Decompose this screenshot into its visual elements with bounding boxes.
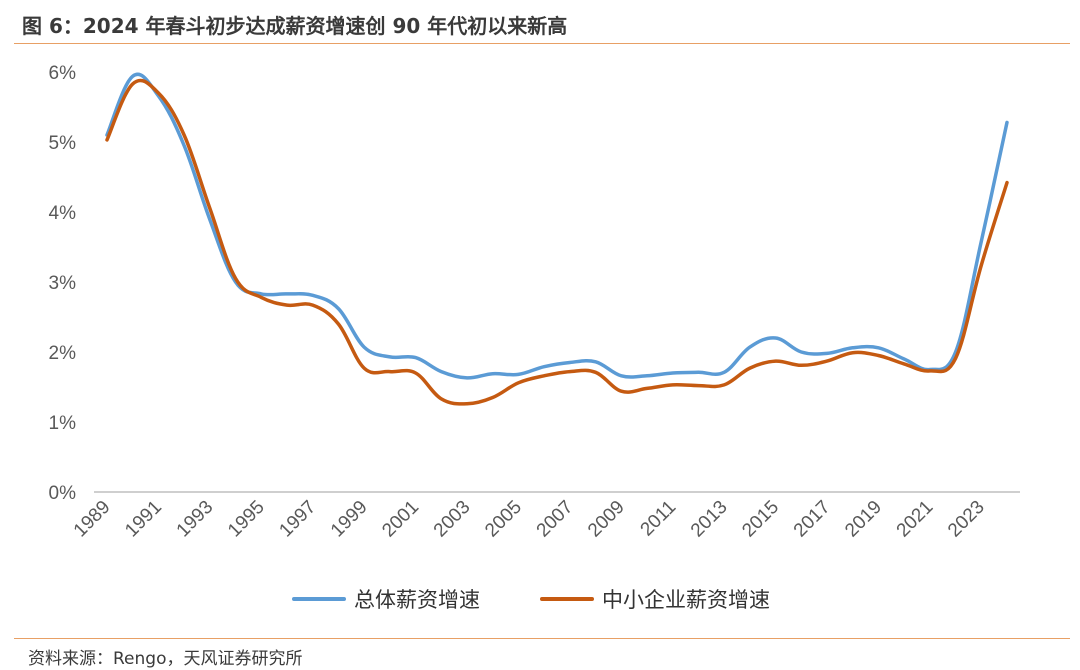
x-tick-label: 2021 [893, 497, 938, 542]
legend-swatch-total [292, 597, 346, 601]
x-tick-label: 2019 [841, 497, 886, 542]
x-tick-label: 1989 [70, 497, 115, 542]
x-tick-label: 1997 [276, 497, 321, 542]
y-tick-label: 3% [49, 273, 77, 294]
x-tick-label: 2005 [481, 497, 526, 542]
y-tick-label: 5% [49, 133, 77, 154]
title-divider [14, 43, 1070, 44]
y-tick-label: 0% [49, 483, 77, 504]
series-line-sme [105, 78, 1009, 406]
y-tick-label: 4% [49, 203, 77, 224]
legend-label-sme: 中小企业薪资增速 [602, 588, 770, 612]
source-note: 资料来源：Rengo，天风证券研究所 [28, 649, 303, 669]
y-tick-label: 1% [49, 413, 77, 434]
legend: 总体薪资增速 中小企业薪资增速 [0, 584, 1080, 614]
legend-item-total: 总体薪资增速 [292, 584, 480, 614]
legend-item-sme: 中小企业薪资增速 [540, 584, 770, 614]
x-tick-label: 1991 [121, 497, 166, 542]
x-tick-label: 1999 [327, 497, 372, 542]
x-tick-label: 2011 [637, 497, 681, 541]
series-line-total [105, 72, 1009, 380]
x-tick-label: 2009 [584, 497, 629, 542]
x-tick-label: 1995 [224, 497, 269, 542]
chart-title: 图 6：2024 年春斗初步达成薪资增速创 90 年代初以来新高 [22, 14, 568, 38]
y-tick-label: 6% [49, 63, 77, 84]
x-tick-label: 2007 [533, 497, 578, 542]
x-tick-label: 2017 [790, 497, 835, 542]
x-tick-label: 1993 [173, 497, 218, 542]
x-tick-label: 2003 [430, 497, 475, 542]
x-tick-label: 2023 [944, 497, 989, 542]
y-tick-label: 2% [49, 343, 77, 364]
legend-swatch-sme [540, 597, 594, 601]
x-tick-label: 2015 [738, 497, 783, 542]
source-divider [14, 638, 1070, 639]
x-tick-label: 2013 [687, 497, 732, 542]
x-tick-label: 2001 [378, 497, 423, 542]
legend-label-total: 总体薪资增速 [354, 588, 480, 612]
line-chart: 0%1%2%3%4%5%6% 1989 1991 1993 1995 1997 1999 2… [49, 63, 1020, 542]
